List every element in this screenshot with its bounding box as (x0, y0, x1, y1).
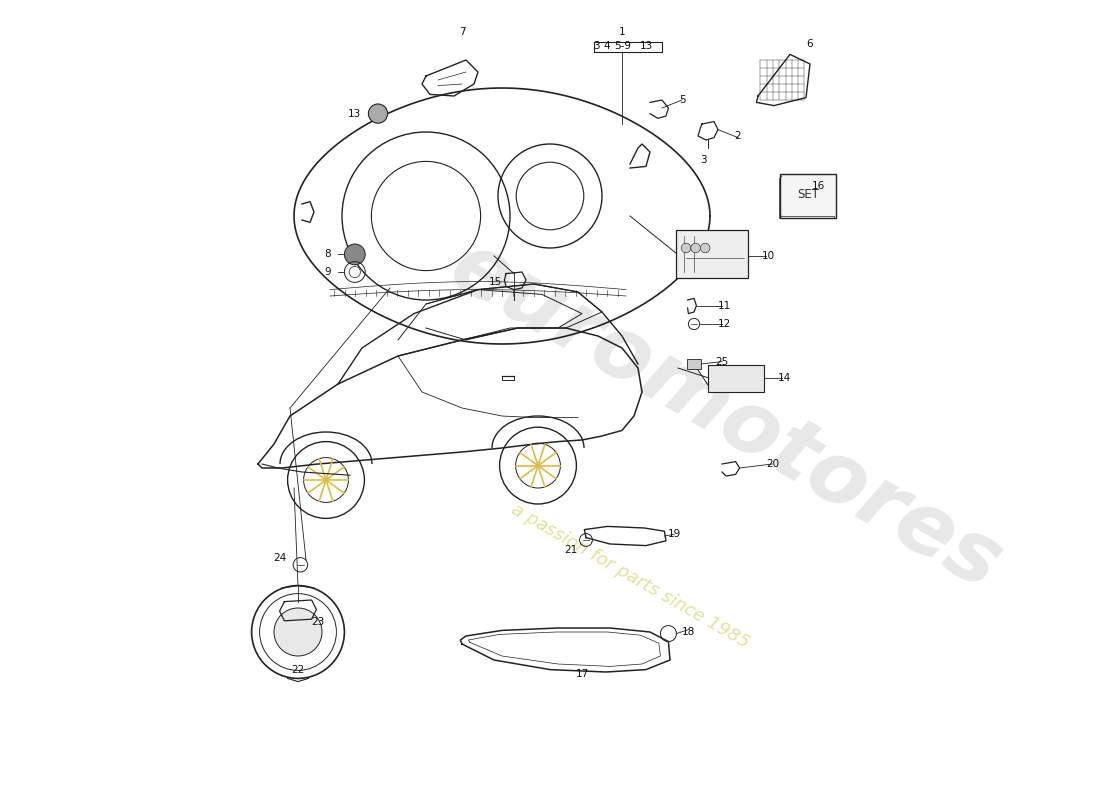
Text: 3: 3 (701, 155, 707, 165)
Circle shape (681, 243, 691, 253)
Circle shape (344, 244, 365, 265)
Text: 8: 8 (324, 250, 331, 259)
FancyBboxPatch shape (780, 174, 836, 218)
FancyBboxPatch shape (686, 359, 701, 369)
Text: 3: 3 (593, 42, 600, 51)
Text: 2: 2 (735, 131, 741, 141)
Circle shape (701, 243, 710, 253)
Text: euromotores: euromotores (436, 225, 1016, 607)
Text: 19: 19 (668, 530, 681, 539)
Text: 5: 5 (679, 95, 685, 105)
Text: 25: 25 (715, 357, 728, 366)
Text: 21: 21 (564, 545, 578, 554)
Text: 12: 12 (718, 319, 732, 329)
Circle shape (274, 608, 322, 656)
Text: 7: 7 (459, 27, 465, 37)
Text: 24: 24 (273, 554, 286, 563)
Text: 18: 18 (682, 627, 695, 637)
Text: 13: 13 (640, 42, 653, 51)
Text: SET: SET (798, 188, 820, 201)
FancyBboxPatch shape (675, 230, 748, 278)
Text: 16: 16 (812, 181, 825, 190)
Text: a passion for parts since 1985: a passion for parts since 1985 (508, 500, 752, 652)
FancyBboxPatch shape (708, 365, 763, 392)
Circle shape (368, 104, 387, 123)
Text: 6: 6 (806, 39, 813, 49)
Text: 20: 20 (766, 459, 779, 469)
Text: 22: 22 (292, 665, 305, 674)
Text: 17: 17 (575, 669, 589, 678)
Text: 5-9: 5-9 (614, 42, 631, 51)
Text: 9: 9 (324, 267, 331, 277)
Text: 11: 11 (718, 301, 732, 310)
Text: 15: 15 (490, 277, 503, 286)
Text: 13: 13 (348, 109, 361, 118)
Text: 1: 1 (618, 27, 625, 37)
Text: 14: 14 (778, 374, 791, 383)
Text: 10: 10 (762, 251, 776, 261)
Text: 4: 4 (604, 42, 611, 51)
Text: 23: 23 (311, 618, 324, 627)
Circle shape (691, 243, 701, 253)
